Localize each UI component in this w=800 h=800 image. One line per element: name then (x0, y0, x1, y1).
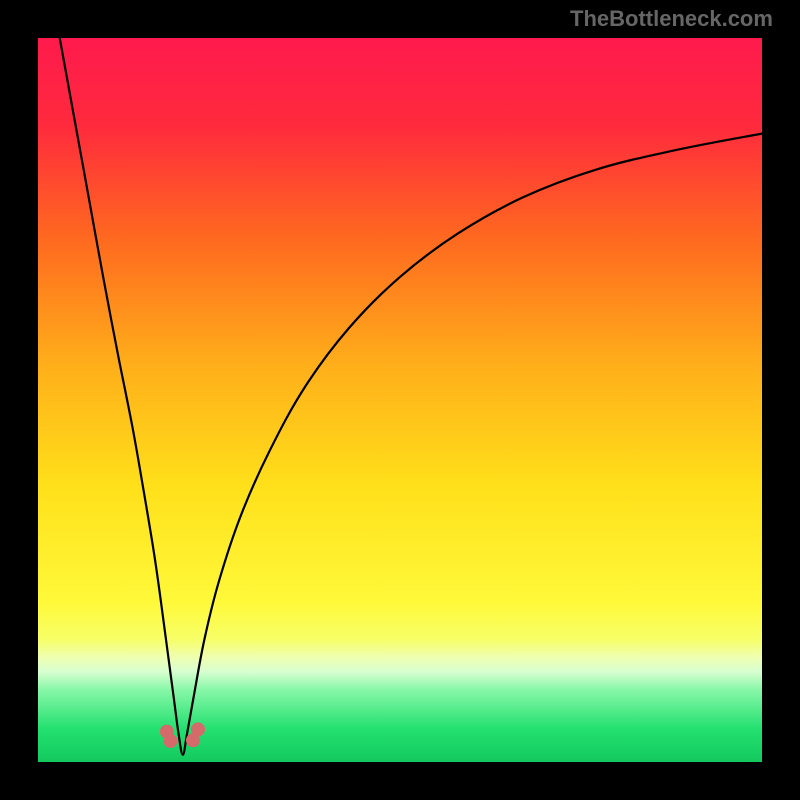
valley-marker (191, 722, 205, 736)
chart-plot-area (38, 38, 762, 762)
gradient-background (38, 38, 762, 762)
chart-svg (38, 38, 762, 762)
valley-marker (163, 734, 177, 748)
watermark-text: TheBottleneck.com (570, 6, 773, 32)
